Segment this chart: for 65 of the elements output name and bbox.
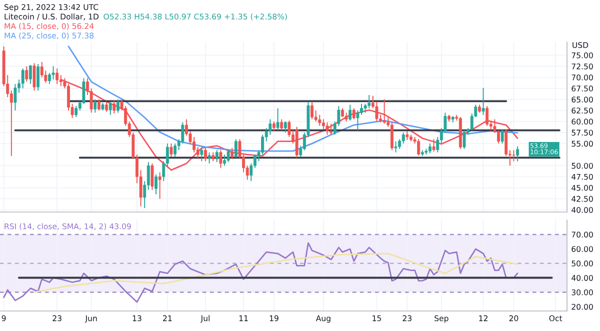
candlestick <box>326 122 329 136</box>
candlestick <box>504 128 508 156</box>
candlestick <box>174 143 177 158</box>
candlestick <box>486 106 489 126</box>
candlestick <box>330 123 333 136</box>
candlestick <box>59 74 62 87</box>
candlestick <box>67 83 70 111</box>
candlestick <box>219 150 222 168</box>
candlestick <box>382 98 386 124</box>
candlestick <box>97 98 100 111</box>
candlestick <box>322 118 325 130</box>
candlestick <box>482 87 485 116</box>
candlestick <box>112 100 116 114</box>
candlestick <box>402 132 405 144</box>
candlestick <box>360 103 363 116</box>
candlestick <box>314 110 318 122</box>
candlestick <box>14 83 17 111</box>
candlestick <box>500 128 504 144</box>
candlestick <box>398 138 402 150</box>
candlestick <box>432 138 436 152</box>
candlestick <box>116 98 120 114</box>
candlestick <box>230 147 234 160</box>
candlestick <box>32 62 36 92</box>
candlestick <box>215 150 218 163</box>
candlestick <box>200 147 204 162</box>
candlestick <box>56 68 59 84</box>
candlestick <box>368 94 371 109</box>
candlestick <box>52 66 55 80</box>
candlestick <box>170 143 173 158</box>
candlestick <box>497 130 500 144</box>
candlestick <box>234 138 238 158</box>
candlestick <box>48 72 51 84</box>
candlestick <box>394 140 398 153</box>
candlestick <box>462 130 466 150</box>
candlestick <box>158 172 162 200</box>
candlestick <box>226 150 230 163</box>
candlestick <box>390 122 394 151</box>
candlestick <box>204 147 207 162</box>
candlestick <box>94 98 97 114</box>
candlestick <box>512 150 516 162</box>
candlestick <box>74 106 78 118</box>
candlestick <box>36 64 40 92</box>
candlestick <box>284 120 287 134</box>
candlestick <box>348 104 352 122</box>
line-series <box>34 252 518 293</box>
candlestick <box>21 68 24 89</box>
candlestick <box>105 101 108 112</box>
candlestick <box>28 64 32 84</box>
candlestick <box>108 101 112 116</box>
candlestick <box>428 143 432 154</box>
line-series <box>3 242 518 303</box>
candlestick <box>154 174 158 195</box>
candlestick <box>223 154 226 166</box>
candlestick <box>318 114 322 126</box>
line-series <box>60 78 518 171</box>
candlestick <box>150 162 154 190</box>
candlestick <box>276 108 280 131</box>
candlestick <box>417 138 420 156</box>
candlestick <box>272 120 276 132</box>
candlestick <box>352 108 356 120</box>
candlestick <box>516 146 519 162</box>
candlestick <box>310 101 314 120</box>
candlestick <box>208 152 211 164</box>
candlestick <box>280 118 284 131</box>
candlestick <box>25 66 28 82</box>
